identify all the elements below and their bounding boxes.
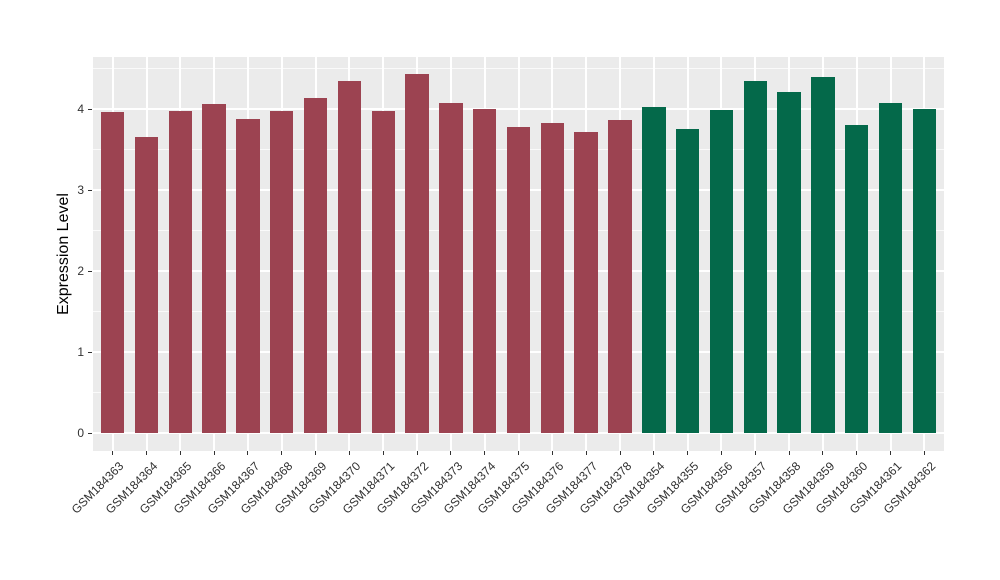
bar: [845, 125, 869, 433]
bar: [642, 106, 666, 433]
x-tick-mark: [619, 451, 621, 455]
bar: [236, 118, 260, 433]
x-tick-mark: [518, 451, 520, 455]
y-tick-label: 3: [77, 183, 84, 197]
y-tick-mark: [88, 351, 92, 353]
x-tick-mark: [856, 451, 858, 455]
x-tick-mark: [382, 451, 384, 455]
x-tick-mark: [754, 451, 756, 455]
bar: [371, 110, 395, 433]
bar: [101, 112, 125, 433]
bar: [506, 126, 531, 433]
bar: [608, 119, 632, 433]
bar: [337, 80, 362, 433]
y-tick-label: 0: [77, 426, 84, 440]
x-tick-mark: [416, 451, 418, 455]
bar: [405, 74, 429, 433]
bar: [168, 110, 193, 433]
bar: [709, 109, 734, 433]
x-tick-mark: [923, 451, 925, 455]
bar: [811, 76, 835, 433]
x-tick-mark: [315, 451, 317, 455]
bar: [202, 104, 226, 433]
bar: [134, 137, 159, 433]
y-tick-mark: [88, 189, 92, 191]
y-tick-mark: [88, 270, 92, 272]
bar: [540, 122, 565, 433]
x-tick-mark: [687, 451, 689, 455]
x-tick-mark: [112, 451, 114, 455]
y-tick-mark: [88, 432, 92, 434]
x-tick-mark: [348, 451, 350, 455]
x-tick-mark: [822, 451, 824, 455]
bar: [675, 129, 700, 433]
bar: [743, 81, 767, 433]
x-tick-mark: [484, 451, 486, 455]
y-tick-mark: [88, 108, 92, 110]
plot-panel: [93, 57, 944, 451]
bar: [439, 102, 463, 433]
x-tick-mark: [146, 451, 148, 455]
bar: [912, 109, 937, 433]
x-tick-mark: [551, 451, 553, 455]
bar: [878, 102, 903, 433]
x-tick-mark: [179, 451, 181, 455]
bar: [303, 97, 328, 433]
x-tick-mark: [653, 451, 655, 455]
x-tick-mark: [788, 451, 790, 455]
bar: [574, 132, 598, 433]
x-tick-mark: [585, 451, 587, 455]
x-tick-mark: [450, 451, 452, 455]
x-tick-mark: [213, 451, 215, 455]
bar: [473, 109, 497, 433]
bar: [270, 110, 294, 433]
y-axis-title: Expression Level: [55, 193, 72, 315]
x-tick-mark: [247, 451, 249, 455]
y-tick-label: 1: [77, 345, 84, 359]
y-tick-label: 4: [77, 102, 84, 116]
y-tick-label: 2: [77, 264, 84, 278]
x-tick-mark: [720, 451, 722, 455]
bar: [777, 91, 801, 433]
x-tick-mark: [281, 451, 283, 455]
x-tick-mark: [890, 451, 892, 455]
